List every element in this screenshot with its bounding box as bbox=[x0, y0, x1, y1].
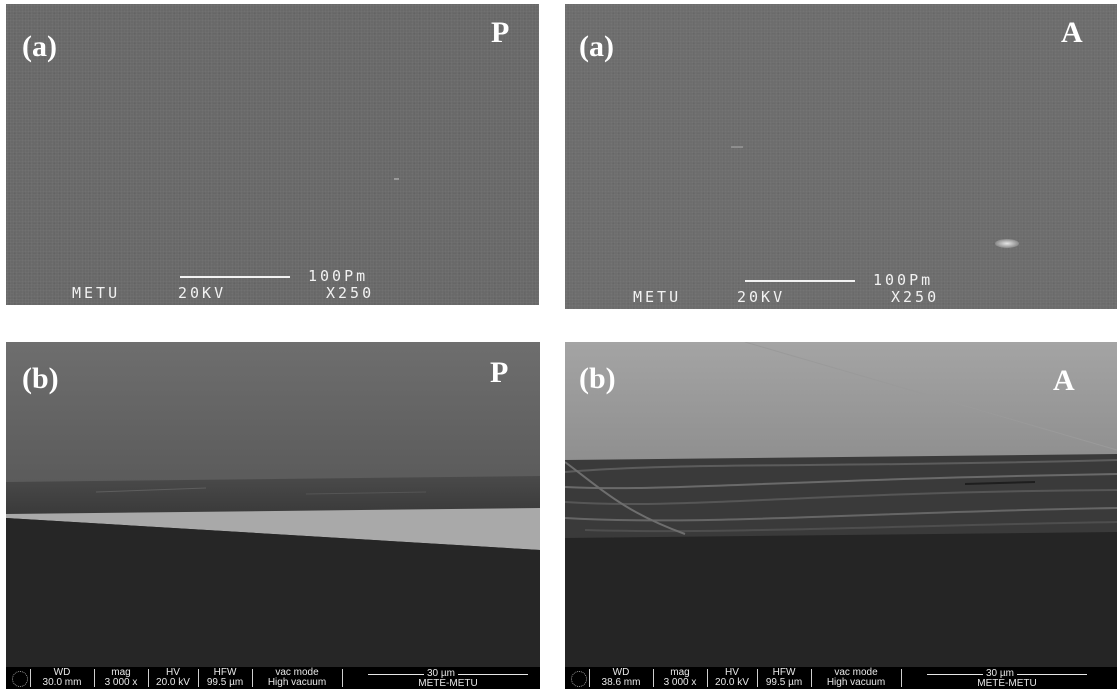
background-substrate bbox=[6, 518, 540, 667]
cross-section-layers bbox=[6, 342, 540, 667]
surface-defect bbox=[995, 239, 1019, 248]
lab-caption: METU bbox=[633, 288, 682, 306]
film-surface bbox=[565, 342, 1117, 460]
panel-label: (b) bbox=[579, 362, 616, 395]
hfw-field: HFW 99.5 µm bbox=[765, 667, 803, 688]
background-substrate bbox=[565, 538, 1117, 668]
mag-field: mag 3 000 x bbox=[104, 667, 138, 688]
instrument-logo-icon bbox=[12, 671, 28, 687]
scale-label: 30 µm bbox=[424, 668, 458, 679]
surface-speck bbox=[394, 178, 399, 180]
fracture-layer bbox=[6, 476, 540, 514]
instrument-logo-icon bbox=[571, 671, 587, 687]
vacuum-field: vac mode High vacuum bbox=[267, 667, 327, 688]
scale-bar bbox=[745, 280, 855, 282]
panel-label: (a) bbox=[579, 30, 614, 63]
sample-tag: P bbox=[491, 16, 510, 49]
magnification-caption: X250 bbox=[326, 284, 375, 302]
hv-field: HV 20.0 kV bbox=[715, 667, 749, 688]
panel-label: (a) bbox=[22, 30, 57, 63]
magnification-caption: X250 bbox=[891, 288, 940, 306]
voltage-caption: 20KV bbox=[737, 288, 786, 306]
film-surface bbox=[6, 342, 540, 482]
surface-texture bbox=[565, 4, 1117, 309]
scale-bar bbox=[180, 276, 290, 278]
cross-section-layers bbox=[565, 342, 1117, 668]
scale-label: 100Pm bbox=[308, 267, 369, 285]
surface-streak bbox=[731, 146, 743, 148]
institution-label: METE-METU bbox=[977, 678, 1037, 689]
lab-caption: METU bbox=[72, 284, 121, 302]
mag-field: mag 3 000 x bbox=[663, 667, 697, 688]
scale-label: 100Pm bbox=[873, 271, 934, 289]
sample-tag: A bbox=[1053, 364, 1075, 397]
sem-image-bottom-left: (b) P WD 30.0 mm mag 3 000 x HV 20.0 kV … bbox=[6, 342, 540, 689]
sem-databar: WD 38.6 mm mag 3 000 x HV 20.0 kV HFW 99… bbox=[565, 667, 1117, 689]
hv-field: HV 20.0 kV bbox=[156, 667, 190, 688]
voltage-caption: 20KV bbox=[178, 284, 227, 302]
sem-image-top-left: (a) P 100Pm METU 20KV X250 bbox=[6, 4, 539, 305]
wd-field: WD 38.6 mm bbox=[601, 667, 641, 688]
hfw-field: HFW 99.5 µm bbox=[206, 667, 244, 688]
sample-tag: P bbox=[490, 356, 509, 389]
scale-label: 30 µm bbox=[983, 668, 1017, 679]
sem-image-top-right: (a) A 100Pm METU 20KV X250 bbox=[565, 4, 1117, 309]
panel-label: (b) bbox=[22, 362, 59, 395]
surface-texture bbox=[6, 4, 539, 305]
sem-databar: WD 30.0 mm mag 3 000 x HV 20.0 kV HFW 99… bbox=[6, 667, 540, 689]
vacuum-field: vac mode High vacuum bbox=[826, 667, 886, 688]
wd-field: WD 30.0 mm bbox=[42, 667, 82, 688]
sample-tag: A bbox=[1061, 16, 1083, 49]
institution-label: METE-METU bbox=[418, 678, 478, 689]
sem-image-bottom-right: (b) A WD 38.6 mm mag 3 000 x HV 20.0 kV … bbox=[565, 342, 1117, 689]
bright-edge-band bbox=[6, 508, 540, 550]
